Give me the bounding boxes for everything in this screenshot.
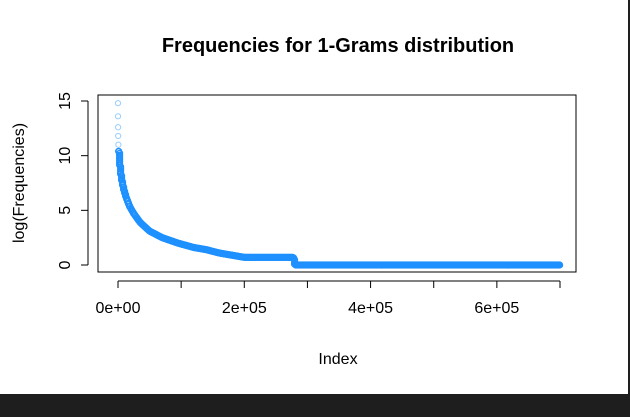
x-tick-label: 6e+05 (474, 300, 519, 317)
x-axis: 0e+00 2e+05 4e+05 6e+05 (96, 280, 561, 317)
frequency-scatter-chart: Frequencies for 1-Grams distribution Ind… (11, 35, 577, 368)
y-tick-label: 0 (57, 260, 74, 269)
y-axis-label: log(Frequencies) (11, 123, 28, 243)
y-tick-label: 5 (57, 206, 74, 215)
data-point (115, 141, 122, 148)
data-point (114, 113, 122, 120)
data-point (122, 191, 130, 199)
data-point (114, 124, 122, 131)
y-axis: 0 5 10 15 (57, 92, 89, 269)
data-point (115, 132, 122, 140)
plot-box (97, 94, 577, 273)
data-point (114, 100, 122, 107)
x-axis-label: Index (318, 351, 357, 368)
y-tick-label: 15 (57, 92, 74, 110)
plot-window: Frequencies for 1-Grams distribution Ind… (0, 0, 630, 394)
x-tick-label: 0e+00 (96, 300, 141, 317)
y-tick-label: 10 (57, 147, 74, 165)
data-points (114, 100, 564, 269)
chart-title: Frequencies for 1-Grams distribution (162, 35, 514, 57)
x-tick-label: 4e+05 (348, 300, 393, 317)
data-point (556, 261, 564, 269)
x-tick-label: 2e+05 (222, 300, 267, 317)
